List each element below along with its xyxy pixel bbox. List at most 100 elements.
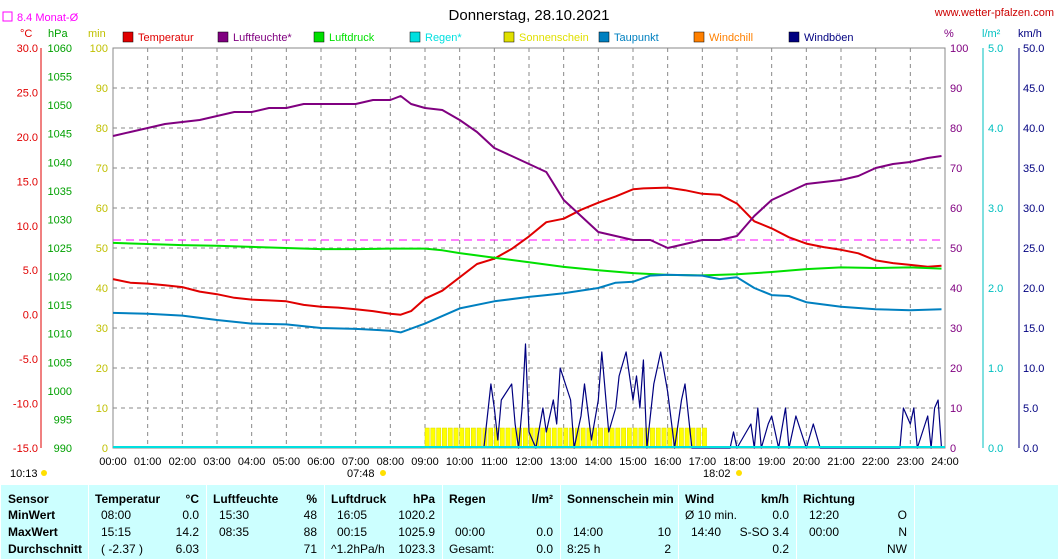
humidity-tick: 10 bbox=[950, 403, 962, 415]
header-sunshine: Sonnenschein min bbox=[567, 492, 674, 506]
header-direction: Richtung bbox=[803, 492, 855, 506]
humidity-tick: 100 bbox=[950, 43, 968, 55]
x-tick: 15:00 bbox=[619, 456, 647, 468]
press-min-value: 1020.2 bbox=[398, 508, 435, 522]
rain-tick: 0.0 bbox=[988, 443, 1003, 455]
humidity-tick: 0 bbox=[950, 443, 956, 455]
unit-hpa: hPa bbox=[48, 28, 68, 40]
legend-label: Windchill bbox=[709, 32, 753, 44]
wind-tick: 40.0 bbox=[1023, 123, 1044, 135]
axes: 30.0 25.0 20.0 15.0 10.0 5.0 0.0 -5.0 -10.0 -15.0… bbox=[13, 43, 1045, 468]
header-humidity: Luftfeuchte bbox=[213, 492, 279, 506]
unit-kmh: km/h bbox=[1018, 28, 1042, 40]
sunshine-bar bbox=[563, 427, 569, 449]
rain-max-time: 00:00 bbox=[455, 525, 486, 539]
pressure-tick: 1000 bbox=[48, 386, 72, 398]
statistics-panel: Sensor MinWert MaxWert Durchschnitt Temp… bbox=[0, 485, 1058, 559]
legend-label: Luftfeuchte* bbox=[233, 32, 292, 44]
sunshine-bar bbox=[702, 427, 707, 449]
legend-swatch bbox=[503, 31, 515, 43]
pressure-tick: 1035 bbox=[48, 186, 72, 198]
rain-tick: 3.0 bbox=[988, 203, 1003, 215]
hum-min-value: 48 bbox=[303, 508, 317, 522]
pressure-tick: 1055 bbox=[48, 72, 72, 84]
unit-celsius: °C bbox=[20, 28, 32, 40]
x-tick: 19:00 bbox=[758, 456, 786, 468]
header-pressure: Luftdruck bbox=[331, 492, 387, 506]
wind-tick: 25.0 bbox=[1023, 243, 1044, 255]
series-windböen bbox=[483, 343, 943, 449]
temp-tick: 10.0 bbox=[17, 221, 38, 233]
sunshine-bar bbox=[621, 427, 626, 449]
press-max-time: 00:15 bbox=[337, 525, 368, 539]
pressure-tick: 1025 bbox=[48, 243, 72, 255]
minutes-tick: 90 bbox=[96, 83, 108, 95]
sunshine-bar bbox=[632, 427, 638, 449]
sunshine-bar bbox=[650, 427, 655, 449]
pressure-tick: 1030 bbox=[48, 214, 72, 226]
minutes-tick: 20 bbox=[96, 363, 108, 375]
wind-avg-value: 0.2 bbox=[772, 542, 789, 556]
stats-col-empty bbox=[914, 485, 1058, 559]
rain-tick: 1.0 bbox=[988, 363, 1003, 375]
sunshine-bar bbox=[447, 427, 453, 449]
wind-tick: 5.0 bbox=[1023, 403, 1038, 415]
stats-col-rain: Regen l/m² 00:00 0.0 Gesamt: 0.0 bbox=[442, 485, 561, 559]
rain-tick: 5.0 bbox=[988, 43, 1003, 55]
sunshine-bar bbox=[678, 427, 684, 449]
minutes-tick: 0 bbox=[102, 443, 108, 455]
sunshine-bar bbox=[598, 427, 603, 449]
press-max-value: 1025.9 bbox=[398, 525, 435, 539]
wind-tick: 20.0 bbox=[1023, 283, 1044, 295]
stats-col-temperature: Temperatur °C 08:00 0.0 15:15 14.2 ( -2.37 … bbox=[88, 485, 207, 559]
x-tick: 18:00 bbox=[723, 456, 751, 468]
rain-total-value: 0.0 bbox=[536, 542, 553, 556]
x-tick: 14:00 bbox=[585, 456, 613, 468]
unit-rain: l/m² bbox=[982, 28, 1001, 40]
sunshine-bar bbox=[424, 427, 430, 449]
pressure-tick: 1045 bbox=[48, 129, 72, 141]
header-temperature-unit: °C bbox=[185, 492, 199, 506]
temp-tick: -5.0 bbox=[19, 354, 38, 366]
dir-min-time: 12:20 bbox=[809, 508, 840, 522]
x-tick: 06:00 bbox=[307, 456, 335, 468]
x-tick: 07:00 bbox=[342, 456, 370, 468]
sunshine-bar bbox=[551, 427, 557, 449]
minutes-tick: 100 bbox=[90, 43, 108, 55]
pressure-tick: 990 bbox=[54, 443, 72, 455]
site-link[interactable]: www.wetter-pfalzen.com bbox=[934, 7, 1054, 19]
sunshine-bar bbox=[540, 427, 546, 449]
sunshine-bar bbox=[580, 427, 586, 449]
sun-max-time: 14:00 bbox=[573, 525, 604, 539]
sunshine-bar bbox=[436, 427, 442, 449]
sunshine-bar bbox=[609, 427, 615, 449]
stats-col-sensor: Sensor MinWert MaxWert Durchschnitt bbox=[0, 485, 89, 559]
minutes-tick: 50 bbox=[96, 243, 108, 255]
x-tick: 16:00 bbox=[654, 456, 682, 468]
series-taupunkt bbox=[112, 273, 942, 334]
temp-tick: 30.0 bbox=[17, 43, 38, 55]
wind-tick: 35.0 bbox=[1023, 163, 1044, 175]
legend-label: Taupunkt bbox=[614, 32, 659, 44]
press-avg-value: 1023.3 bbox=[398, 542, 435, 556]
humidity-tick: 70 bbox=[950, 163, 962, 175]
minutes-tick: 80 bbox=[96, 123, 108, 135]
temp-max-value: 14.2 bbox=[175, 525, 199, 539]
temp-min-time: 08:00 bbox=[101, 508, 132, 522]
dir-max-value: N bbox=[898, 525, 907, 539]
pressure-tick: 1010 bbox=[48, 329, 72, 341]
legend-swatch bbox=[788, 31, 800, 43]
x-tick: 12:00 bbox=[515, 456, 543, 468]
pressure-tick: 1020 bbox=[48, 272, 72, 284]
sunshine-bars bbox=[424, 427, 707, 449]
humidity-tick: 20 bbox=[950, 363, 962, 375]
wind-tick: 30.0 bbox=[1023, 203, 1044, 215]
header-humidity-unit: % bbox=[306, 492, 317, 506]
minutes-tick: 10 bbox=[96, 403, 108, 415]
wind-tick: 0.0 bbox=[1023, 443, 1038, 455]
label-min: MinWert bbox=[8, 508, 56, 522]
sunshine-bar bbox=[638, 427, 644, 449]
x-tick: 01:00 bbox=[134, 456, 162, 468]
x-tick: 23:00 bbox=[897, 456, 925, 468]
sun-avg-value: 2 bbox=[664, 542, 671, 556]
